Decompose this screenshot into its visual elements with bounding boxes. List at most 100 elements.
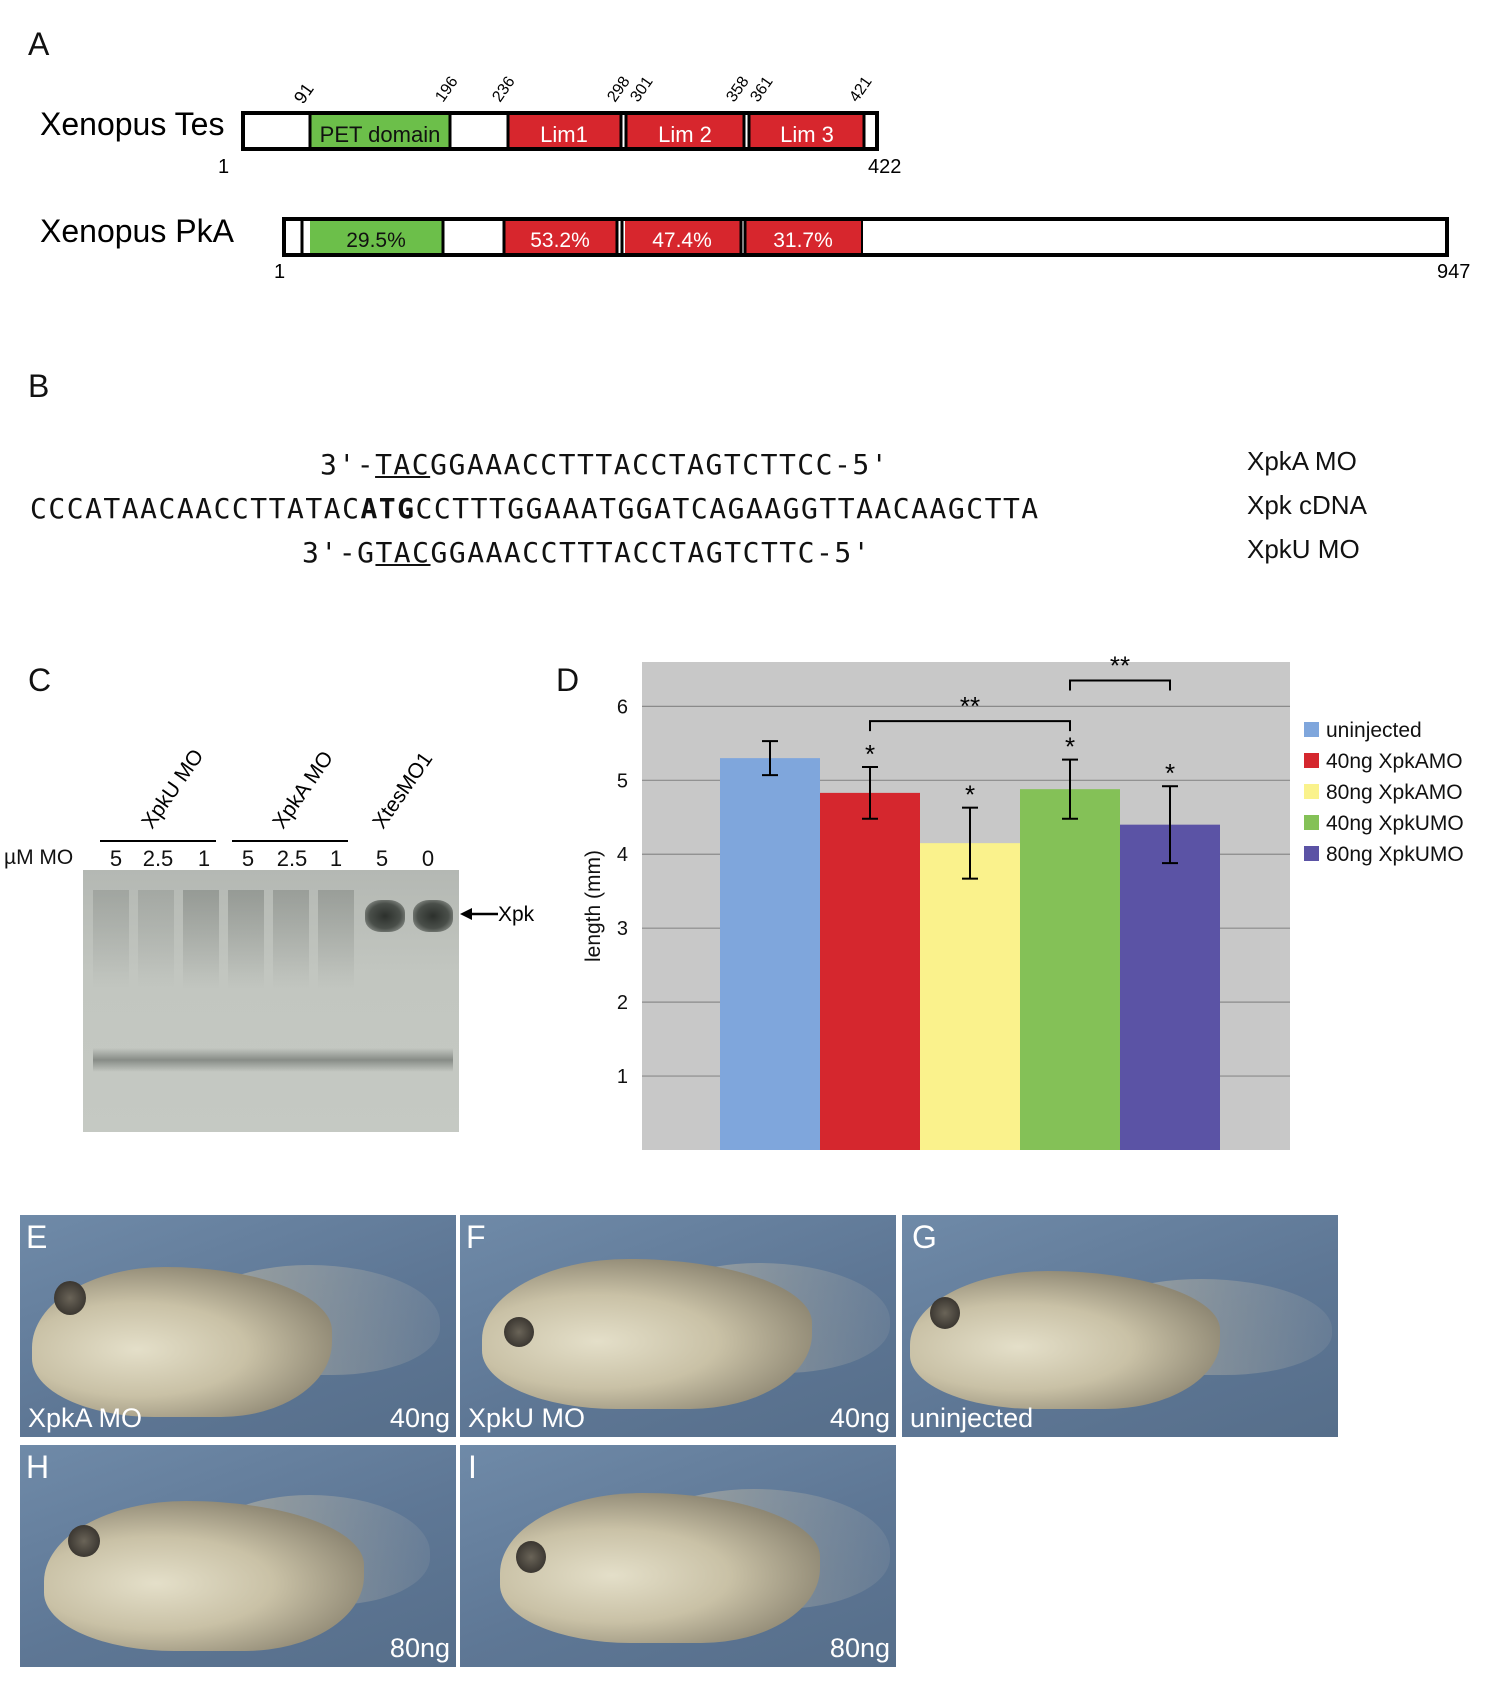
gel-lane-4 (228, 890, 264, 990)
tes-lim3-label: Lim 3 (780, 122, 834, 147)
tes-pos-236: 236 (489, 74, 518, 106)
bar (1020, 789, 1120, 1150)
panel-label-d: D (556, 662, 580, 698)
legend-swatch (1304, 753, 1319, 768)
xpk-band-label: Xpk (498, 903, 535, 926)
photo-f-dose: 40ng (829, 1403, 890, 1433)
significance-bracket (869, 720, 1071, 732)
pka-pet-domain (310, 221, 442, 253)
pka-pet-identity: 29.5% (346, 229, 406, 252)
tes-start: 1 (218, 156, 229, 178)
pka-protein-bar (282, 217, 1449, 257)
tes-pos-421: 421 (846, 74, 875, 106)
xpk-band-lane-7 (365, 900, 405, 932)
y-tick-label: 4 (617, 844, 628, 866)
panel-label-e: E (26, 1219, 48, 1255)
tes-pet-label: PET domain (320, 122, 441, 147)
pka-start: 1 (274, 261, 285, 280)
xpku-mo-label: XpkU MO (1247, 534, 1360, 564)
photo-e: E XpkA MO 40ng (20, 1215, 456, 1437)
pka-lim2 (625, 221, 740, 253)
tes-pos-196: 196 (432, 74, 461, 106)
xpk-band-lane-8 (413, 900, 453, 932)
lane-1-conc: 5 (109, 846, 123, 871)
pka-name: Xenopus PkA (40, 213, 235, 249)
y-tick-label: 1 (617, 1066, 628, 1088)
tes-pet-domain (310, 115, 450, 147)
bar (820, 792, 920, 1150)
group-label-xtes: XtesMO1 (368, 748, 437, 833)
legend-swatch (1304, 846, 1319, 861)
xpku-mo-sequence: 3'-GTACGGAAACCTTTACCTAGTCTTC-5' (302, 536, 872, 569)
xpk-cdna-sequence: CCCATAACAACCTTATACATGCCTTTGGAAATGGATCAGA… (30, 492, 1040, 525)
bar (720, 758, 820, 1150)
pka-end: 947 (1437, 261, 1470, 280)
lane-2-conc: 2.5 (142, 846, 174, 871)
significance-star: * (865, 739, 875, 769)
gel-header: XpkU MO XpkA MO XtesMO1 (137, 745, 437, 833)
y-tick-label: 6 (617, 696, 628, 718)
lane-4-conc: 5 (241, 846, 255, 871)
group-label-xpka: XpkA MO (268, 747, 338, 833)
tes-lim3 (750, 115, 864, 147)
y-tick-label: 5 (617, 770, 628, 792)
gel-lower-band (93, 1048, 453, 1072)
significance-star: * (965, 780, 975, 810)
tes-lim1-label: Lim1 (540, 122, 588, 147)
tes-name: Xenopus Tes (40, 106, 224, 142)
gel-lane-2 (138, 890, 174, 990)
legend-entry: 40ng XpkAMO (1326, 750, 1463, 773)
panel-label-a: A (28, 26, 50, 62)
photo-i: I 80ng (460, 1445, 896, 1667)
tes-pos-358: 358 (723, 74, 752, 106)
tes-pos-301: 301 (627, 74, 656, 106)
western-blot-gel (83, 870, 459, 1132)
pka-lim3-identity: 31.7% (773, 229, 833, 252)
gel-lane-5 (273, 890, 309, 990)
tes-pos-298: 298 (604, 74, 633, 106)
lane-7-conc: 5 (375, 846, 389, 871)
gel-lane-3 (183, 890, 219, 990)
legend-entry: 80ng XpkAMO (1326, 781, 1463, 804)
photo-e-treatment: XpkA MO (28, 1403, 143, 1433)
lane-3-conc: 1 (197, 846, 211, 871)
y-tick-label: 3 (617, 918, 628, 940)
photo-g-treatment: uninjected (910, 1403, 1034, 1433)
tes-pos-361: 361 (747, 74, 776, 106)
photo-f: F XpkU MO 40ng (460, 1215, 896, 1437)
bracket-label: ** (1110, 650, 1130, 680)
legend-swatch (1304, 722, 1319, 737)
xpk-cdna-label: Xpk cDNA (1247, 490, 1367, 520)
panel-label-g: G (912, 1219, 937, 1255)
group-line-xpka (232, 840, 348, 842)
y-tick-label: 2 (617, 992, 628, 1014)
group-label-xpku: XpkU MO (137, 745, 208, 833)
tes-end: 422 (868, 156, 901, 178)
panel-label-h: H (26, 1449, 50, 1485)
panel-label-c: C (28, 662, 52, 698)
lane-6-conc: 1 (329, 846, 343, 871)
legend-entry: 80ng XpkUMO (1326, 843, 1464, 866)
gel-lane-1 (93, 890, 129, 990)
domain-diagram: Xenopus Tes PET domain Lim1 Lim 2 Lim 3 … (40, 74, 1470, 280)
pka-lim2-identity: 47.4% (652, 229, 712, 252)
legend-entry: 40ng XpkUMO (1326, 812, 1464, 835)
tes-lim2-label: Lim 2 (658, 122, 712, 147)
panel-label-f: F (466, 1219, 486, 1255)
panel-label-b: B (28, 368, 50, 404)
group-line-xpku (100, 840, 216, 842)
photo-h: H 80ng (20, 1445, 456, 1667)
significance-bracket (1069, 679, 1171, 691)
bracket-label: ** (960, 691, 980, 721)
concentration-label: µM MO (4, 846, 74, 869)
lane-8-conc: 0 (421, 846, 435, 871)
pka-lim1 (504, 221, 616, 253)
pka-lim1-identity: 53.2% (530, 229, 590, 252)
photo-f-treatment: XpkU MO (468, 1403, 586, 1433)
legend-swatch (1304, 815, 1319, 830)
xpka-mo-sequence: 3'-TACGGAAACCTTTACCTAGTCTTCC-5' (320, 448, 890, 481)
significance-star: * (1165, 758, 1175, 788)
tes-pos-91: 91 (290, 79, 318, 107)
tes-lim1 (508, 115, 620, 147)
